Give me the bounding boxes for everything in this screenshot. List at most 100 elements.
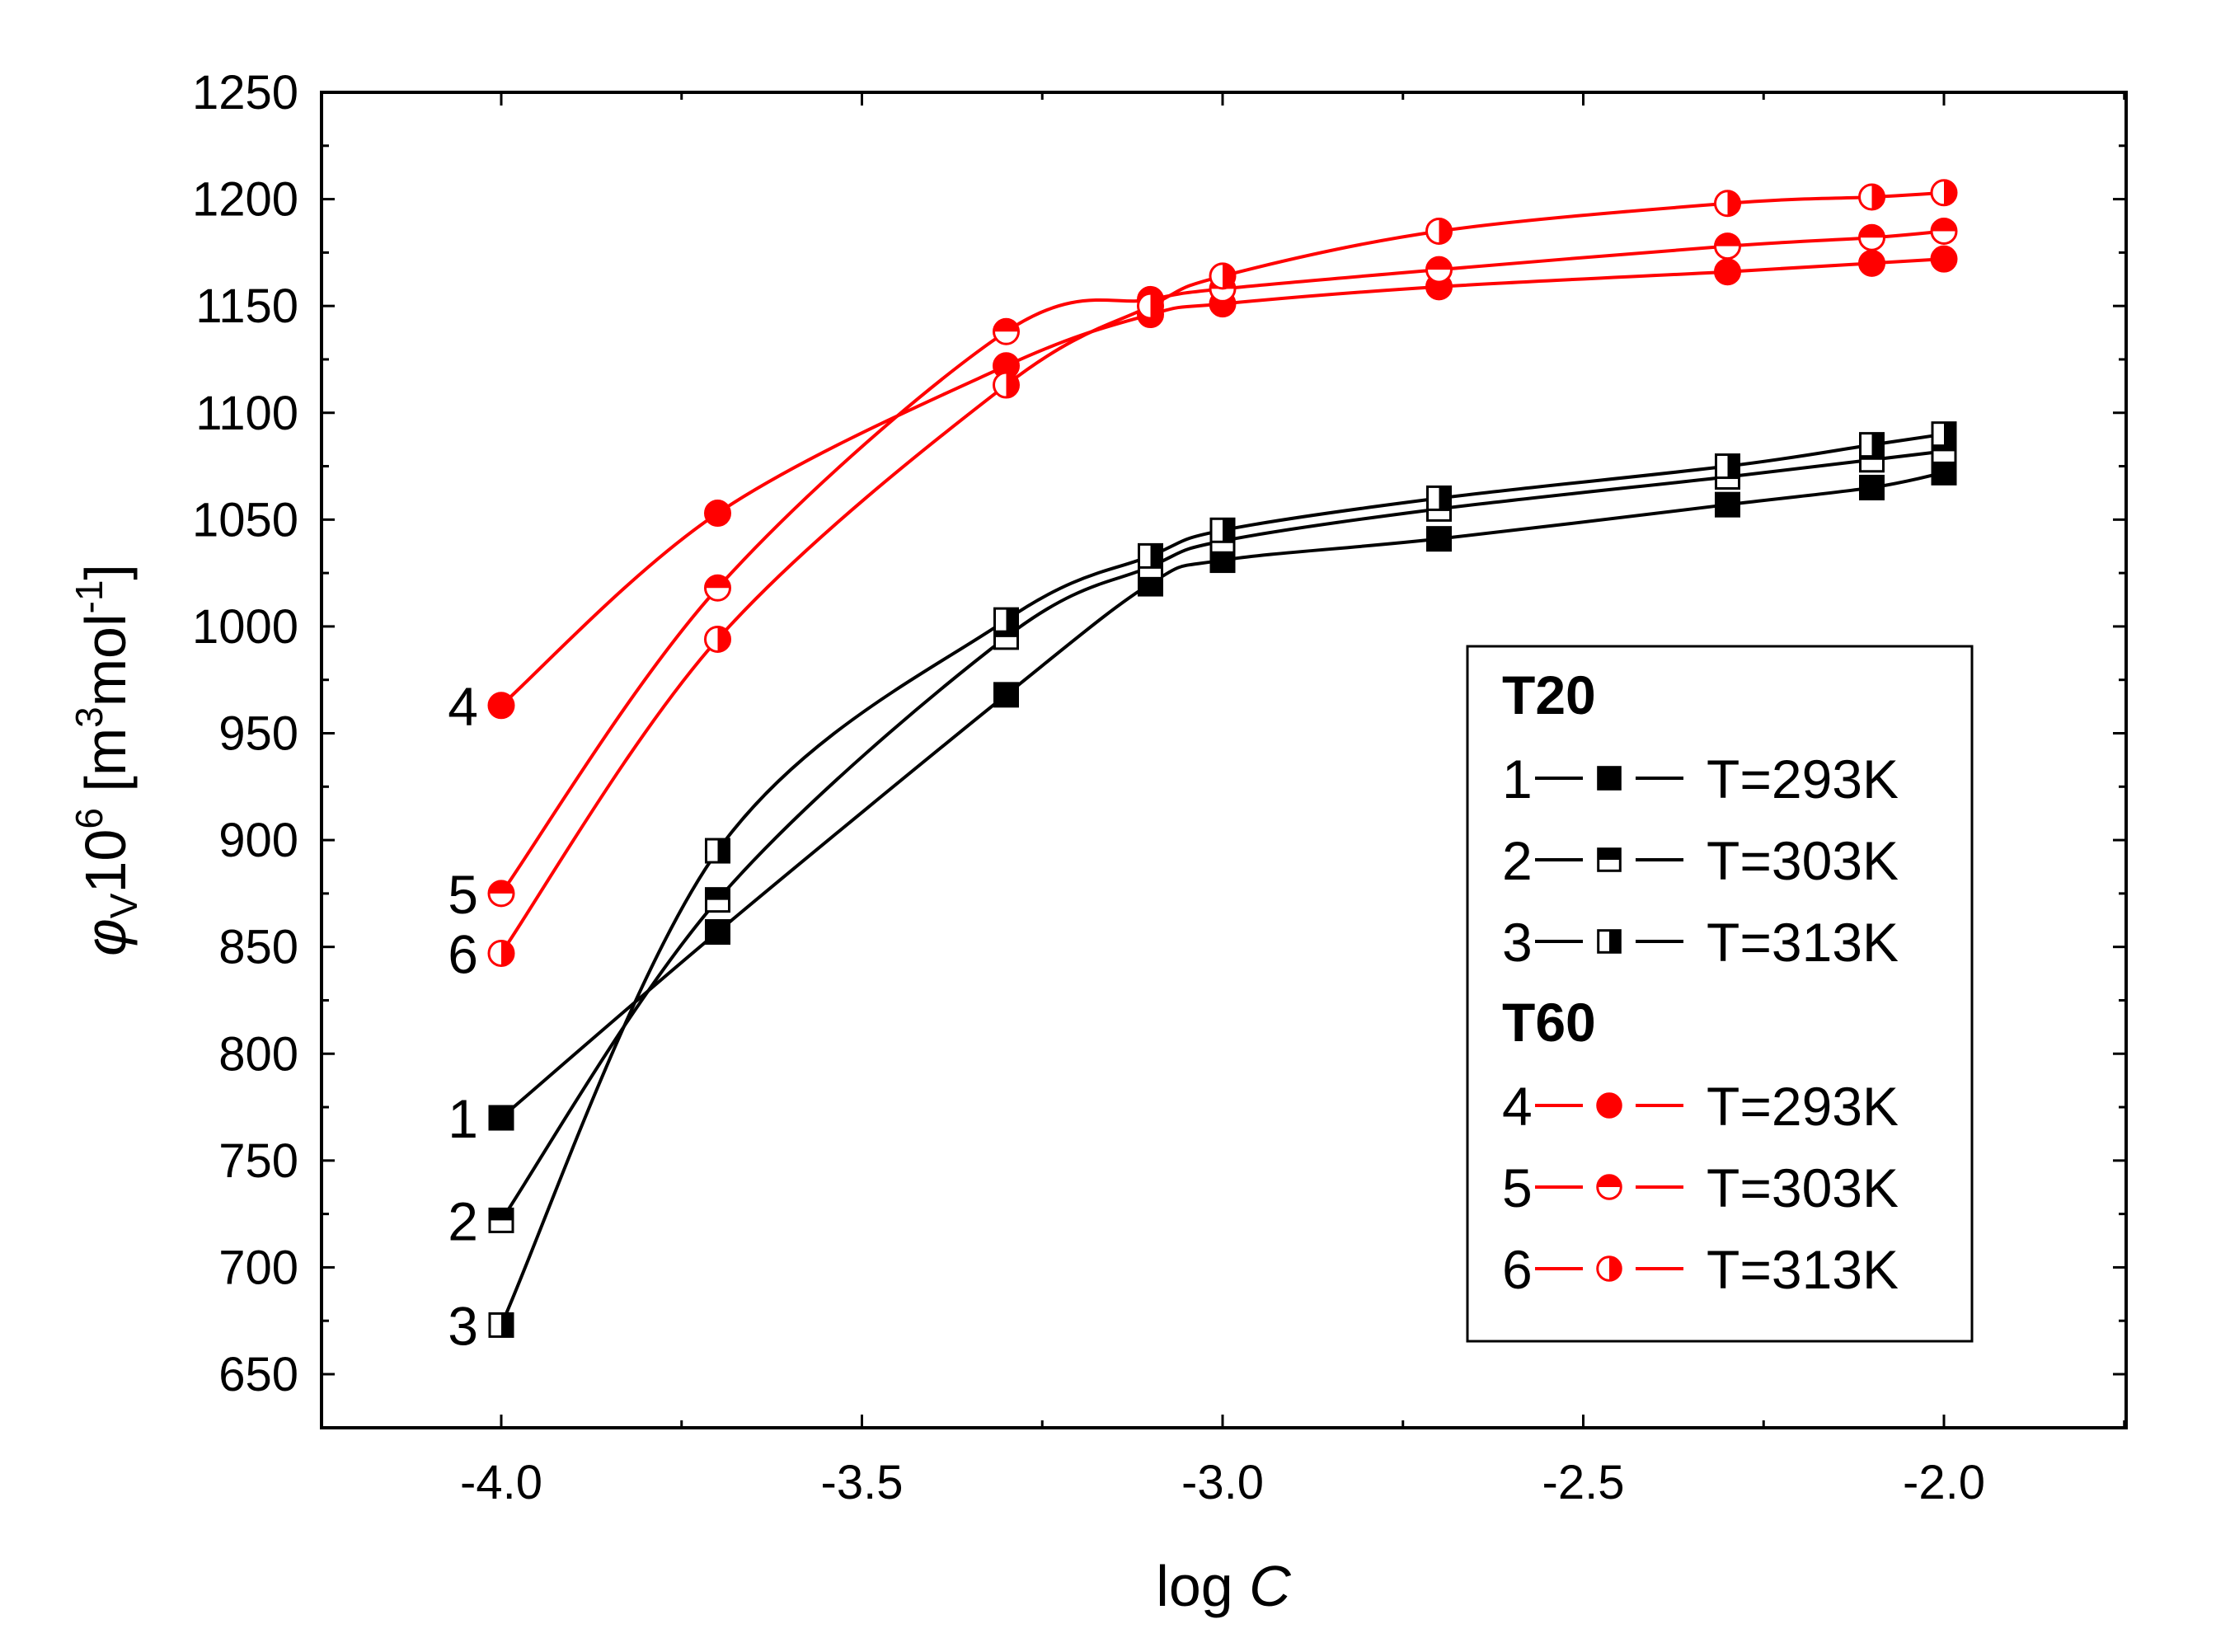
marker-fill: [501, 1313, 513, 1337]
x-tick-label: -4.0: [460, 1456, 542, 1509]
data-point-3: [1138, 542, 1163, 569]
marker-fill: [1439, 486, 1451, 510]
data-point-4: [1714, 258, 1741, 286]
marker-fill: [1727, 190, 1740, 216]
curve-label-5: 5: [448, 864, 478, 925]
legend-entry-label: T=293K: [1707, 1076, 1899, 1137]
marker-fill: [1860, 476, 1884, 500]
marker-fill: [1597, 1175, 1622, 1187]
marker-fill: [1598, 848, 1621, 860]
y-tick-label: 1250: [192, 66, 298, 120]
data-point-3: [1715, 453, 1740, 480]
marker-fill: [1609, 1256, 1622, 1281]
marker-fill: [1426, 257, 1452, 270]
curve-label-6: 6: [448, 923, 478, 984]
marker-fill: [1932, 218, 1956, 232]
y-tick-label: 1200: [192, 173, 298, 227]
y-axis-title: φV106 [m3mol-1]: [68, 564, 145, 956]
data-point-1: [1715, 491, 1740, 518]
y-tick-label: 1150: [195, 279, 298, 333]
data-point-4: [704, 500, 731, 528]
data-point-1: [1426, 526, 1452, 552]
data-point-6: [704, 625, 731, 653]
legend-entry-label: T=313K: [1707, 1239, 1899, 1300]
data-point-5: [993, 317, 1020, 345]
marker-fill: [705, 575, 730, 589]
series-line-1: [500, 471, 1945, 1119]
y-tick-label: 1000: [192, 600, 298, 654]
data-point-3: [1209, 517, 1236, 543]
data-point-5: [704, 574, 731, 602]
data-point-6: [1930, 179, 1958, 207]
legend-group-title: T60: [1502, 992, 1596, 1053]
marker-fill: [1006, 373, 1019, 398]
marker-fill: [489, 692, 514, 718]
data-point-1: [1859, 474, 1885, 500]
y-tick-label: 650: [218, 1348, 298, 1401]
marker-fill: [489, 880, 514, 894]
marker-fill: [1859, 225, 1885, 238]
data-point-1: [993, 682, 1019, 708]
data-point-6: [1714, 190, 1741, 218]
data-point-6: [993, 371, 1020, 399]
marker-fill: [1427, 527, 1451, 551]
data-point-3: [705, 838, 730, 864]
legend-entry-number: 2: [1502, 830, 1533, 891]
x-tick-label: -2.5: [1542, 1456, 1625, 1509]
marker-fill: [1871, 184, 1885, 209]
curve-labels: 4 56 1 2 3: [448, 676, 478, 1357]
y-tick-label: 800: [218, 1027, 298, 1081]
data-point-5: [487, 880, 515, 908]
legend-group-title: T20: [1502, 664, 1596, 725]
marker-fill: [1944, 422, 1955, 446]
data-point-6: [1137, 292, 1164, 320]
y-tick-label: 950: [218, 707, 298, 761]
data-point-3: [1426, 485, 1452, 511]
data-point-1: [488, 1105, 514, 1131]
legend-marker: [1597, 929, 1622, 954]
legend-entry-number: 1: [1502, 749, 1533, 810]
legend: T20 1 T=293K 2 T=303K 3 T=313K T60 4 T=293K 5 T=303…: [1466, 645, 1974, 1343]
y-tick-label: 1100: [195, 387, 298, 440]
data-point-4: [1858, 249, 1885, 277]
marker-fill: [1716, 493, 1739, 517]
data-point-6: [1209, 262, 1237, 290]
series-line-3: [500, 432, 1945, 1326]
marker-fill: [490, 1208, 513, 1221]
marker-fill: [1150, 293, 1163, 319]
series-layer: [487, 179, 1958, 1338]
data-point-6: [1425, 217, 1453, 245]
data-point-5: [1930, 217, 1958, 245]
curve-label-4: 4: [448, 676, 478, 737]
legend-entry-number: 4: [1502, 1076, 1533, 1137]
data-point-3: [1931, 421, 1957, 448]
marker-fill: [1715, 259, 1740, 284]
data-point-5: [1858, 223, 1885, 251]
marker-fill: [717, 839, 730, 863]
marker-fill: [706, 888, 730, 900]
marker-fill: [1859, 251, 1885, 276]
data-point-2: [488, 1207, 514, 1233]
y-tick-label: 700: [218, 1241, 298, 1294]
data-point-4: [1930, 245, 1958, 273]
legend-entry-number: 3: [1502, 912, 1533, 973]
data-point-3: [488, 1312, 514, 1338]
data-point-1: [705, 919, 730, 946]
marker-fill: [1223, 263, 1235, 289]
marker-fill: [706, 920, 730, 944]
marker-fill: [993, 319, 1019, 332]
legend-marker: [1596, 1092, 1622, 1119]
legend-marker: [1596, 1174, 1622, 1200]
curve-label-3: 3: [448, 1295, 478, 1356]
data-point-1: [1931, 459, 1957, 486]
marker-fill: [1944, 180, 1957, 205]
marker-fill: [717, 627, 730, 652]
marker-fill: [501, 941, 514, 966]
x-tick-label: -2.0: [1903, 1456, 1985, 1509]
marker-fill: [1932, 461, 1955, 485]
data-point-5: [1714, 232, 1741, 260]
data-point-4: [487, 692, 515, 720]
data-point-3: [1859, 432, 1885, 458]
data-point-3: [993, 607, 1019, 633]
marker-fill: [1727, 454, 1739, 478]
